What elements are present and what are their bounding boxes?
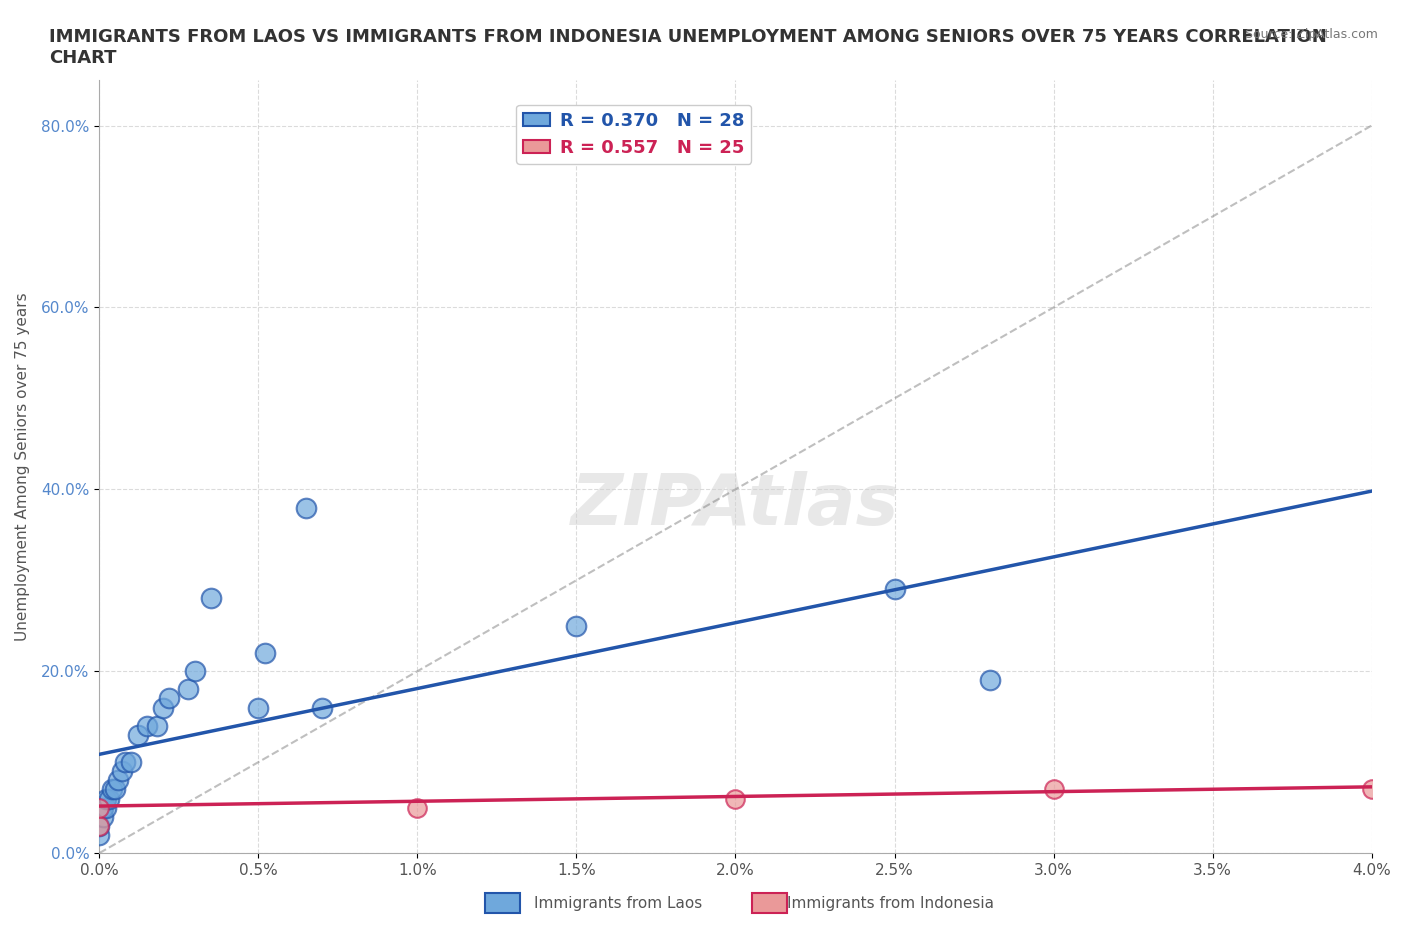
Point xyxy=(89,828,111,843)
Point xyxy=(120,755,142,770)
Point xyxy=(91,800,114,815)
Point xyxy=(89,800,111,815)
Text: Source: ZipAtlas.com: Source: ZipAtlas.com xyxy=(1244,28,1378,41)
Point xyxy=(1042,782,1064,797)
Text: Immigrants from Indonesia: Immigrants from Indonesia xyxy=(787,897,994,911)
Point xyxy=(883,582,905,597)
Point xyxy=(94,800,117,815)
Point xyxy=(89,818,111,833)
Point xyxy=(979,672,1001,687)
Point xyxy=(565,618,588,633)
Point xyxy=(127,727,149,742)
Point xyxy=(724,791,747,806)
Text: ZIPAtlas: ZIPAtlas xyxy=(571,471,900,539)
Point xyxy=(247,700,270,715)
Point xyxy=(145,718,167,733)
Point xyxy=(1361,782,1384,797)
Point xyxy=(136,718,159,733)
Legend: R = 0.370   N = 28, R = 0.557   N = 25: R = 0.370 N = 28, R = 0.557 N = 25 xyxy=(516,104,751,164)
Point xyxy=(157,691,180,706)
Point xyxy=(152,700,174,715)
Point xyxy=(89,818,111,833)
Point xyxy=(406,800,429,815)
Point xyxy=(91,809,114,824)
Point xyxy=(177,682,200,697)
Point xyxy=(184,664,207,679)
Point xyxy=(107,773,129,788)
Point xyxy=(114,755,136,770)
Text: IMMIGRANTS FROM LAOS VS IMMIGRANTS FROM INDONESIA UNEMPLOYMENT AMONG SENIORS OVE: IMMIGRANTS FROM LAOS VS IMMIGRANTS FROM … xyxy=(49,28,1327,67)
Point xyxy=(104,782,127,797)
Point xyxy=(97,791,120,806)
Point xyxy=(94,791,117,806)
Point xyxy=(101,782,124,797)
Y-axis label: Unemployment Among Seniors over 75 years: Unemployment Among Seniors over 75 years xyxy=(15,292,30,641)
Point xyxy=(295,500,318,515)
Point xyxy=(110,764,132,778)
Point xyxy=(311,700,333,715)
Point xyxy=(253,645,276,660)
Text: Immigrants from Laos: Immigrants from Laos xyxy=(534,897,703,911)
Point xyxy=(200,591,222,605)
